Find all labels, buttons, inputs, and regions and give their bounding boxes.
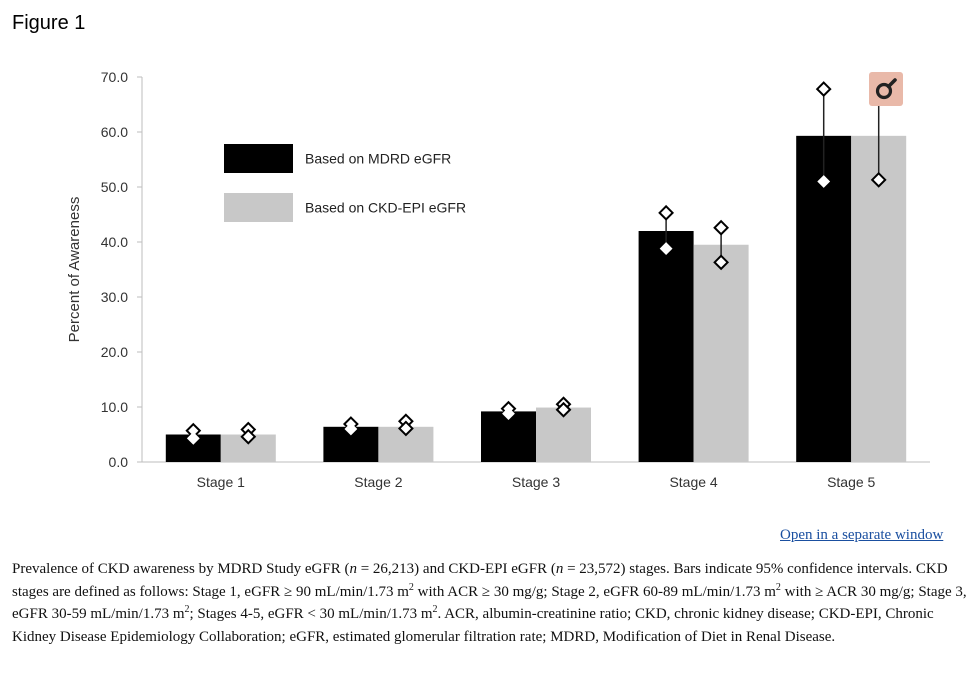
legend-label: Based on CKD-EPI eGFR: [305, 200, 466, 216]
y-tick-label: 70.0: [101, 69, 128, 85]
x-tick-label: Stage 1: [197, 474, 245, 490]
ci-lower-marker: [713, 254, 730, 271]
y-axis-label: Percent of Awareness: [66, 197, 83, 343]
caption-text: = 26,213) and CKD-EPI eGFR (: [356, 561, 556, 577]
ci-lower-marker: [817, 175, 831, 188]
figure-caption: Prevalence of CKD awareness by MDRD Stud…: [12, 558, 967, 648]
y-tick-label: 30.0: [101, 289, 128, 305]
caption-superscript: 2: [408, 581, 414, 593]
y-tick-label: 40.0: [101, 234, 128, 250]
caption-text: Prevalence of CKD awareness by MDRD Stud…: [12, 561, 350, 577]
ci-lower-marker: [186, 431, 200, 445]
bar: [638, 231, 694, 462]
ci-lower-marker: [240, 428, 257, 445]
y-tick-label: 60.0: [101, 124, 128, 140]
x-tick-label: Stage 4: [669, 474, 717, 490]
bar-chart: 0.0 10.0 20.0 30.0 40.0 50.0 60.0 70.0 Percent o…: [66, 69, 930, 490]
ci-upper-marker: [815, 81, 832, 98]
caption-superscript: 2: [775, 581, 781, 593]
open-in-separate-window-link[interactable]: Open in a separate window: [780, 527, 944, 543]
ci-lower-marker: [502, 407, 515, 421]
bar: [796, 135, 852, 462]
bar: [693, 244, 749, 462]
x-tick-label: Stage 5: [827, 474, 875, 490]
caption-superscript: 2: [184, 604, 190, 615]
x-tick-label: Stage 2: [354, 474, 402, 490]
ci-lower-marker: [659, 242, 673, 256]
legend-label: Based on MDRD eGFR: [305, 151, 451, 167]
caption-italic-n: n: [555, 561, 564, 577]
ci-lower-marker: [555, 401, 572, 418]
magnify-icon[interactable]: [869, 72, 903, 106]
caption-text: with ≥ ACR 30 mg/g; Stage 3, eGFR 30-59 …: [12, 583, 967, 623]
ci-lower-marker: [870, 171, 887, 188]
bar: [851, 135, 907, 462]
y-tick-label: 50.0: [101, 179, 128, 195]
legend-swatch: [224, 193, 293, 222]
caption-text: = 23,572) stages. Bars indicate 95% conf…: [12, 561, 948, 600]
caption-superscript: 2: [432, 604, 438, 615]
ci-upper-marker: [713, 219, 730, 236]
ci-lower-marker: [397, 420, 414, 437]
figure-label: Figure 1: [12, 12, 86, 34]
caption-text: with ACR ≥ 30 mg/g; Stage 2, eGFR 60-89 …: [413, 583, 776, 600]
caption-italic-n: n: [349, 561, 357, 577]
ci-lower-marker: [344, 422, 358, 436]
ci-upper-marker: [658, 204, 675, 221]
legend-swatch: [224, 144, 293, 173]
y-tick-label: 10.0: [101, 399, 128, 415]
y-tick-label: 20.0: [101, 344, 128, 360]
caption-text: . ACR, albumin-creatinine ratio; CKD, ch…: [12, 606, 934, 645]
caption-text: ; Stages 4-5, eGFR < 30 mL/min/1.73 m: [189, 606, 433, 622]
x-tick-label: Stage 3: [512, 474, 560, 490]
y-tick-label: 0.0: [109, 454, 129, 470]
